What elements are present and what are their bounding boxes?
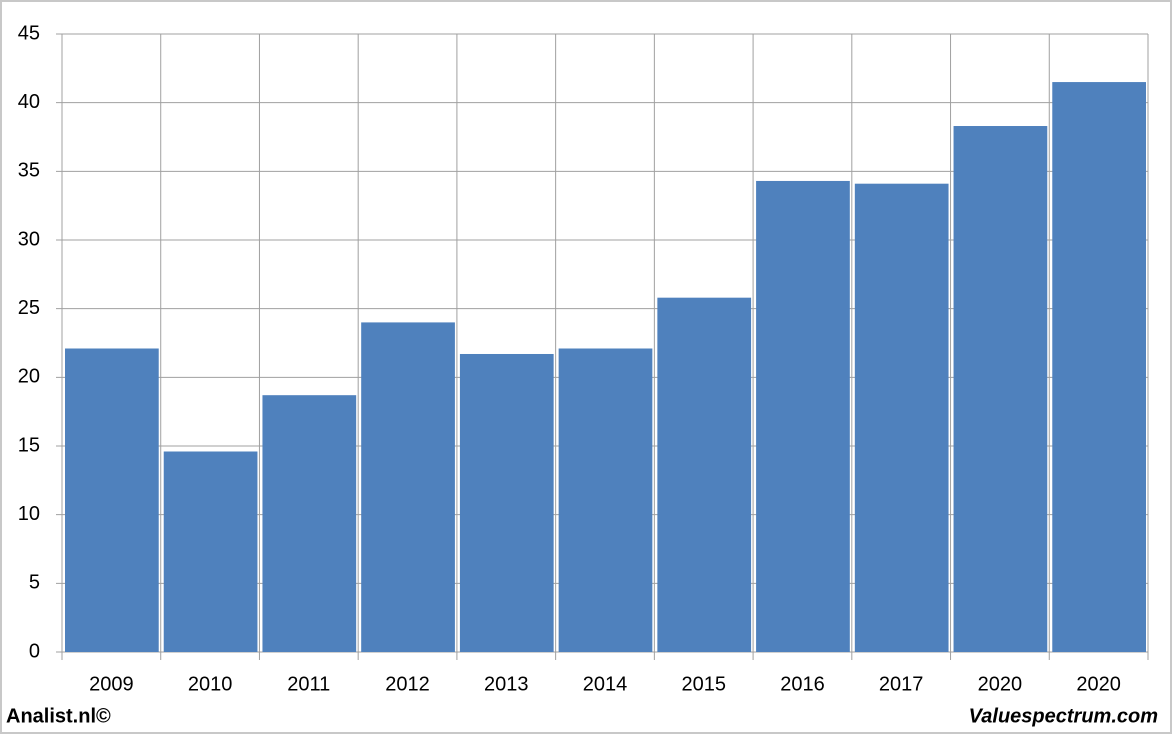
bar xyxy=(756,180,850,653)
y-tick-label: 10 xyxy=(18,503,40,525)
y-tick-label: 35 xyxy=(18,160,40,182)
y-tick-label: 30 xyxy=(18,228,40,250)
source-right: Valuespectrum.com xyxy=(969,705,1158,727)
x-tick-label: 2015 xyxy=(681,673,726,695)
x-tick-label: 2016 xyxy=(780,673,825,695)
x-tick-label: 2009 xyxy=(89,673,134,695)
bar xyxy=(163,451,258,652)
x-tick-label: 2011 xyxy=(287,673,330,695)
x-tick-label: 2020 xyxy=(1076,673,1121,695)
bar xyxy=(1052,82,1146,653)
y-tick-label: 40 xyxy=(18,91,40,113)
y-tick-label: 45 xyxy=(18,22,40,44)
y-tick-label: 20 xyxy=(18,366,40,388)
bar xyxy=(65,348,159,652)
bar xyxy=(657,297,752,652)
bar xyxy=(262,395,357,652)
y-tick-label: 0 xyxy=(29,640,40,662)
x-tick-label: 2013 xyxy=(484,673,529,695)
x-tick-label: 2012 xyxy=(385,673,430,695)
bar xyxy=(459,353,554,652)
source-left: Analist.nl© xyxy=(6,705,111,727)
x-tick-label: 2017 xyxy=(879,673,924,695)
bar xyxy=(854,183,949,652)
bar xyxy=(953,126,1048,653)
bar xyxy=(558,348,653,652)
y-tick-label: 15 xyxy=(18,434,40,456)
y-tick-label: 5 xyxy=(29,572,40,594)
bar xyxy=(361,322,455,652)
y-tick-label: 25 xyxy=(18,297,40,319)
x-tick-label: 2010 xyxy=(188,673,233,695)
x-tick-label: 2014 xyxy=(583,673,628,695)
x-tick-label: 2020 xyxy=(978,673,1023,695)
